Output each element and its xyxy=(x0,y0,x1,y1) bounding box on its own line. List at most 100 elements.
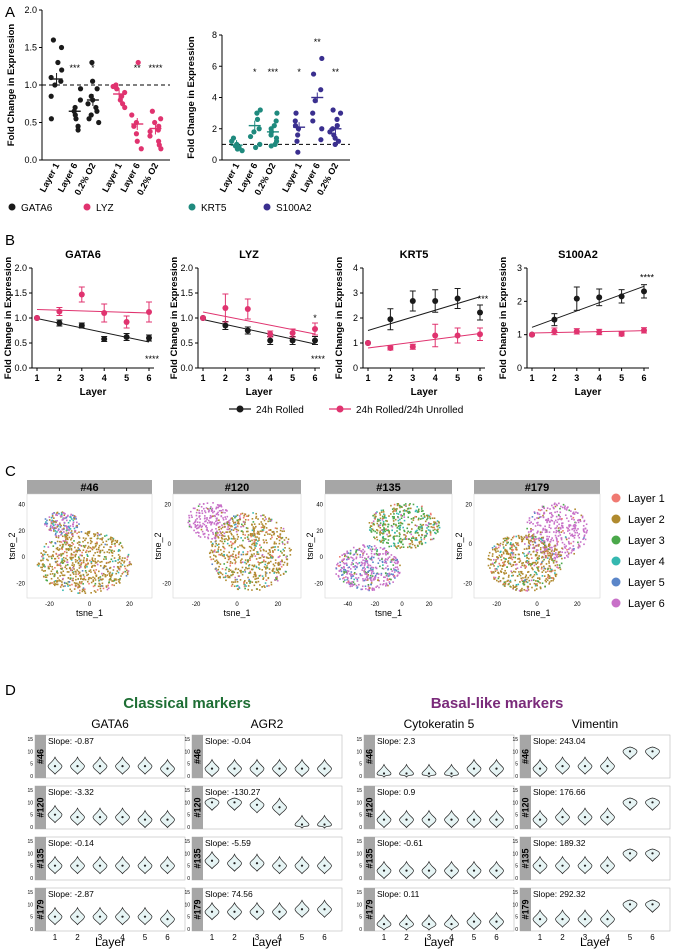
tsne-point xyxy=(515,585,517,588)
tsne-point xyxy=(64,517,67,519)
tsne-point xyxy=(370,557,373,559)
tsne-point xyxy=(221,568,224,570)
violin-median xyxy=(651,903,654,906)
tsne-point xyxy=(113,584,115,587)
tsne-point xyxy=(373,523,376,526)
tsne-point xyxy=(356,565,358,568)
tsne-point xyxy=(524,564,527,567)
violin-shape xyxy=(204,797,220,811)
tsne-point xyxy=(408,510,411,513)
tsne-point xyxy=(432,537,435,540)
violin-median xyxy=(98,816,102,819)
tsne-point xyxy=(281,560,284,563)
data-point xyxy=(156,123,162,129)
tsne-point xyxy=(358,547,361,550)
tsne-point xyxy=(361,574,363,577)
tsne-point xyxy=(574,531,577,534)
x-tick-label: 20 xyxy=(426,602,433,608)
tsne-point xyxy=(212,558,215,560)
legend-marker xyxy=(188,203,196,211)
tsne-point xyxy=(364,585,367,588)
tsne-point xyxy=(236,581,239,583)
tsne-point xyxy=(58,580,60,582)
tsne-point xyxy=(110,541,113,544)
data-point xyxy=(146,335,152,341)
tsne-point xyxy=(224,516,226,518)
violin-median xyxy=(323,767,326,770)
violin-median xyxy=(495,869,498,872)
tsne-point xyxy=(57,529,60,532)
tsne-point xyxy=(282,573,285,575)
tsne-point xyxy=(383,523,385,526)
tsne-point xyxy=(217,532,219,534)
tsne-point xyxy=(214,537,217,540)
tsne-point xyxy=(417,511,419,513)
tsne-point xyxy=(57,536,60,539)
tsne-point xyxy=(552,558,554,560)
tsne-point xyxy=(341,574,343,576)
tsne-point xyxy=(549,570,551,573)
tsne-point xyxy=(382,568,385,570)
tsne-point xyxy=(356,578,359,581)
tsne-point xyxy=(499,570,502,572)
tsne-point xyxy=(198,516,201,518)
tsne-point xyxy=(491,555,494,557)
tsne-point xyxy=(242,539,244,542)
tsne-point xyxy=(567,530,569,532)
violin-median xyxy=(427,772,431,775)
tsne-point xyxy=(87,578,90,581)
tsne-point xyxy=(555,529,558,532)
data-point xyxy=(273,118,279,124)
data-point xyxy=(96,119,102,126)
tsne-point xyxy=(44,574,47,576)
tsne-point xyxy=(392,567,395,570)
tsne-point xyxy=(90,537,93,540)
tsne-point xyxy=(361,556,364,559)
tsne-point xyxy=(255,542,258,544)
tsne-point xyxy=(494,547,496,550)
tsne-point xyxy=(368,589,370,592)
tsne-point xyxy=(237,519,240,521)
tsne-point xyxy=(219,576,221,579)
data-point xyxy=(332,141,338,147)
tsne-point xyxy=(526,581,529,584)
tsne-point xyxy=(561,547,563,550)
tsne-point xyxy=(551,546,553,549)
tsne-point xyxy=(73,551,75,554)
tsne-point xyxy=(65,516,68,519)
violin-median xyxy=(300,864,304,867)
tsne-point xyxy=(93,535,96,538)
y-tick-label: 1.5 xyxy=(14,288,27,298)
tsne-point xyxy=(55,561,57,564)
tsne-point xyxy=(377,573,380,575)
tsne-point xyxy=(550,519,553,522)
y-tick-label: 5 xyxy=(30,864,33,870)
tsne-point xyxy=(391,515,394,518)
tsne-point xyxy=(544,585,546,588)
tsne-point xyxy=(261,586,263,588)
tsne-point xyxy=(336,563,338,566)
x-tick-label: -40 xyxy=(344,602,353,608)
tsne-point xyxy=(577,534,580,537)
tsne-point xyxy=(56,563,59,565)
tsne-point xyxy=(560,562,563,565)
tsne-point xyxy=(376,532,378,534)
tsne-point xyxy=(388,556,391,558)
tsne-point xyxy=(360,588,363,591)
x-tick-label: 6 xyxy=(494,933,499,942)
tsne-point xyxy=(512,584,514,587)
tsne-point xyxy=(549,552,552,555)
violin-median xyxy=(583,864,587,867)
x-tick-label: 2 xyxy=(223,373,228,383)
tsne-point xyxy=(380,540,382,543)
tsne-point xyxy=(236,519,239,522)
tsne-point xyxy=(204,515,206,517)
y-tick-label: 0 xyxy=(30,825,33,831)
tsne-point xyxy=(255,565,258,568)
tsne-point xyxy=(198,503,201,506)
tsne-point xyxy=(228,576,231,579)
data-point xyxy=(289,337,296,344)
tsne-point xyxy=(227,523,229,526)
y-tick-label: 0 xyxy=(359,927,362,933)
violin-median xyxy=(405,869,408,872)
